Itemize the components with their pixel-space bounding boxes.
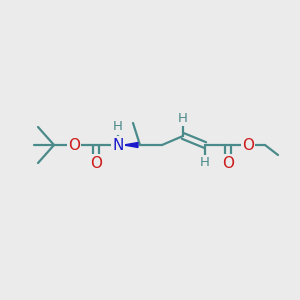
Text: H: H [200, 157, 210, 169]
Text: O: O [68, 137, 80, 152]
Text: N: N [112, 137, 124, 152]
Text: H: H [178, 112, 188, 124]
Text: O: O [242, 137, 254, 152]
Text: H: H [113, 121, 123, 134]
Text: O: O [222, 155, 234, 170]
Polygon shape [124, 142, 138, 148]
Text: O: O [90, 155, 102, 170]
